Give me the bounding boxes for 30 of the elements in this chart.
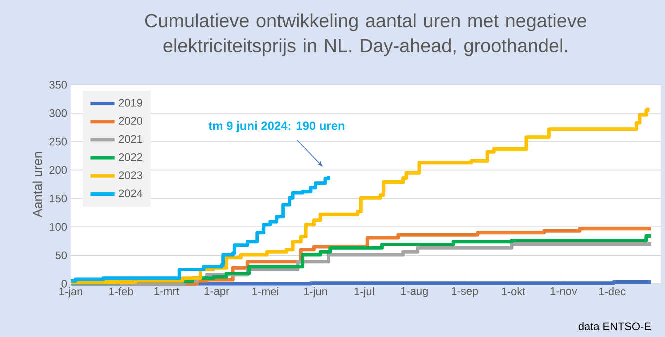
y-tick-label: 150 bbox=[50, 194, 68, 203]
legend-label: 2022 bbox=[119, 153, 142, 162]
y-tick-label: 200 bbox=[50, 166, 68, 174]
legend-label: 2019 bbox=[119, 99, 142, 107]
x-tick-label: 1-feb bbox=[110, 288, 134, 296]
x-tick-label: 1-mrt bbox=[154, 288, 180, 296]
legend-label: 2021 bbox=[119, 135, 142, 144]
x-tick-label: 1-apr bbox=[204, 288, 230, 298]
chart-title: Cumulatieve ontwikkeling aantal uren met negatieve elektriciteitsprijs in NL. Day-ahead, groothandel. bbox=[145, 14, 587, 56]
y-tick-label: 0 bbox=[62, 280, 68, 288]
x-tick-label: 1-jun bbox=[304, 288, 328, 298]
text: data ENTSO-E bbox=[578, 322, 651, 330]
x-tick-label: 1-jul bbox=[354, 288, 374, 298]
y-tick-label: 350 bbox=[50, 81, 68, 89]
y-tick-label: 100 bbox=[50, 223, 68, 232]
x-tick-label: 1-jan bbox=[60, 288, 82, 298]
y-axis-title: Aantal uren bbox=[32, 152, 42, 218]
legend-label: 2023 bbox=[119, 172, 142, 180]
x-tick-label: 1-aug bbox=[401, 288, 428, 298]
legend-label: 2024 bbox=[119, 190, 143, 198]
x-tick-label: 1-dec bbox=[600, 288, 626, 296]
x-tick-label: 1-mei bbox=[252, 288, 278, 296]
annotation: tm 9 juni 2024: 190 uren bbox=[208, 121, 345, 133]
x-tick-label: 1-okt bbox=[502, 288, 526, 296]
x-tick-label: 1-nov bbox=[550, 288, 578, 296]
y-tick-label: 50 bbox=[56, 252, 68, 260]
legend-label: 2020 bbox=[119, 117, 142, 126]
y-tick-label: 300 bbox=[50, 110, 68, 118]
y-tick-label: 250 bbox=[50, 138, 68, 146]
x-tick-label: 1-sep bbox=[452, 288, 478, 298]
